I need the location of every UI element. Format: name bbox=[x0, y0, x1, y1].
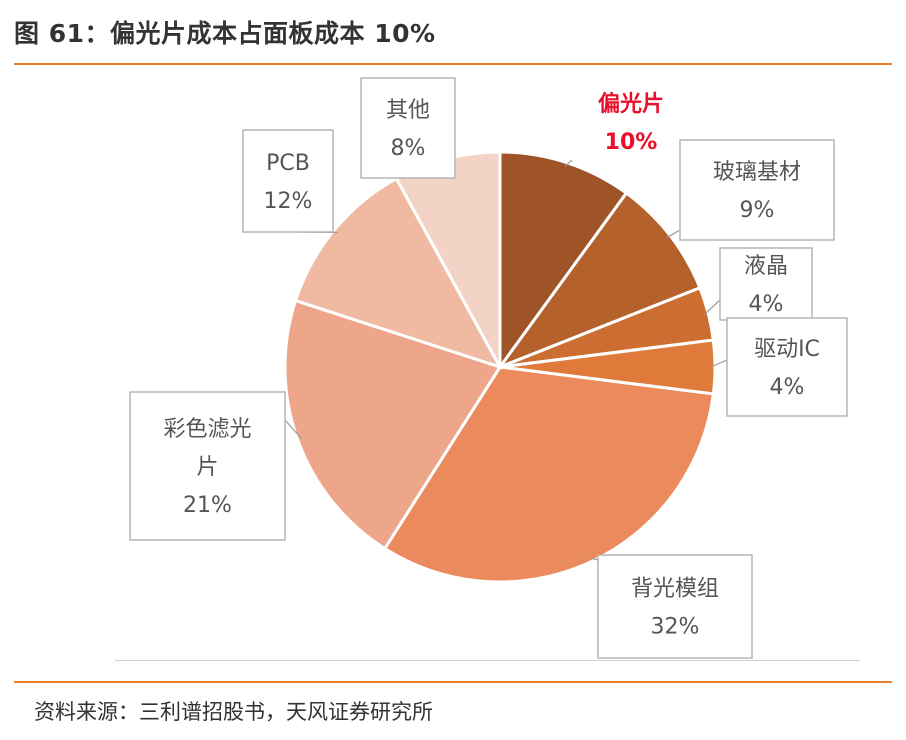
label-box bbox=[242, 129, 334, 233]
slice-name-label: 玻璃基材 bbox=[713, 160, 801, 185]
slice-percent-label: 12% bbox=[264, 189, 313, 214]
slice-percent-label: 10% bbox=[605, 130, 658, 155]
label-box bbox=[679, 139, 835, 241]
slice-percent-label: 4% bbox=[770, 375, 805, 400]
pie-label-3: 驱动IC 4% bbox=[726, 317, 848, 417]
title-rule bbox=[14, 63, 892, 65]
label-box bbox=[597, 554, 753, 659]
pie-label-4: 背光模组 32% bbox=[597, 554, 753, 659]
label-leader-line bbox=[564, 159, 573, 167]
slice-percent-label: 21% bbox=[183, 493, 232, 518]
slice-name-label: PCB bbox=[266, 151, 310, 176]
slice-percent-label: 32% bbox=[651, 615, 700, 640]
slice-name-label: 背光模组 bbox=[631, 577, 719, 602]
source-rule bbox=[14, 681, 892, 683]
slice-name-label: 液晶 bbox=[744, 254, 788, 279]
plot-baseline bbox=[115, 660, 860, 661]
slice-name-label: 片 bbox=[196, 455, 218, 480]
label-box bbox=[719, 247, 813, 321]
pie-slice-5 bbox=[283, 298, 503, 551]
slice-name-label: 偏光片 bbox=[598, 91, 664, 117]
pie-label-2: 液晶 4% bbox=[719, 247, 813, 321]
label-leader-line bbox=[710, 359, 728, 368]
pie-label-6: PCB 12% bbox=[242, 129, 334, 233]
pie-label-1: 玻璃基材 9% bbox=[679, 139, 835, 241]
pie-label-7: 其他 8% bbox=[360, 77, 456, 179]
label-box bbox=[129, 391, 286, 541]
pie-label-0: 偏光片 10% bbox=[598, 91, 664, 155]
pie-slice-6 bbox=[293, 176, 504, 370]
label-leader-line bbox=[284, 419, 302, 439]
label-leader-line bbox=[703, 299, 721, 315]
pie-slice-0 bbox=[498, 150, 629, 372]
pie-slices bbox=[283, 150, 717, 584]
source-note: 资料来源：三利谱招股书，天风证券研究所 bbox=[34, 700, 433, 724]
slice-name-label: 驱动IC bbox=[754, 337, 820, 362]
slice-percent-label: 4% bbox=[749, 292, 784, 317]
label-leader-line bbox=[589, 557, 599, 561]
slice-percent-label: 8% bbox=[391, 136, 426, 161]
label-box bbox=[726, 317, 848, 417]
slice-name-label: 彩色滤光 bbox=[163, 417, 251, 442]
slice-name-label: 其他 bbox=[386, 98, 430, 123]
label-leader-line bbox=[666, 229, 681, 239]
slice-percent-label: 9% bbox=[740, 198, 775, 223]
figure-title: 图 61：偏光片成本占面板成本 10% bbox=[14, 19, 436, 48]
label-box bbox=[360, 77, 456, 179]
